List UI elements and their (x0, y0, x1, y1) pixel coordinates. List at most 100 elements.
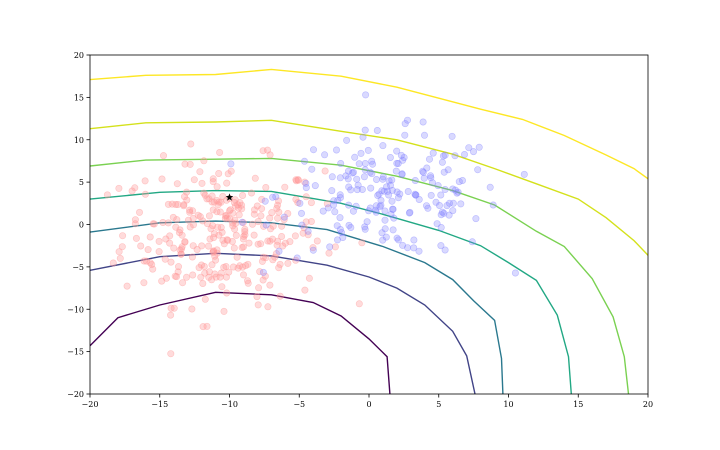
scatter-point (369, 160, 377, 168)
scatter-point (309, 146, 317, 154)
scatter-point (223, 179, 231, 187)
scatter-point (164, 200, 172, 208)
scatter-point (262, 184, 270, 192)
scatter-point (357, 149, 365, 157)
scatter-point (394, 236, 402, 244)
scatter-point (388, 176, 396, 184)
scatter-point (324, 204, 332, 212)
scatter-point (469, 148, 477, 156)
scatter-point (332, 146, 340, 154)
scatter-point (381, 216, 389, 224)
scatter-point (169, 213, 177, 221)
scatter-point (190, 176, 198, 184)
scatter-point (382, 183, 390, 191)
scatter-point (220, 263, 228, 271)
scatter-point (109, 259, 117, 267)
scatter-point (293, 254, 301, 262)
scatter-point (264, 303, 272, 311)
scatter-point (298, 221, 306, 229)
scatter-point (188, 253, 196, 261)
scatter-point (377, 201, 385, 209)
scatter-point (427, 174, 435, 182)
scatter-point (422, 202, 430, 210)
scatter-point (210, 230, 218, 238)
scatter-point (273, 204, 281, 212)
scatter-point (348, 169, 356, 177)
scatter-point (259, 276, 267, 284)
x-tick-label: 10 (503, 400, 513, 409)
scatter-point (392, 167, 400, 175)
scatter-point (489, 201, 497, 209)
scatter-point (158, 175, 166, 183)
scatter-point (162, 274, 170, 282)
scatter-point (339, 234, 347, 242)
scatter-point (345, 221, 353, 229)
scatter-point (301, 286, 309, 294)
scatter-point (144, 246, 152, 254)
y-tick-label: −5 (72, 263, 84, 272)
y-tick-label: 0 (79, 221, 84, 230)
scatter-point (410, 244, 418, 252)
contour-layer (90, 68, 648, 394)
scatter-point (368, 170, 376, 178)
scatter-point (520, 170, 528, 178)
scatter-point (257, 240, 265, 248)
scatter-point (385, 191, 393, 199)
scatter-point (159, 219, 167, 227)
scatter-point (425, 155, 433, 163)
scatter-point (389, 226, 397, 234)
scatter-point (230, 244, 238, 252)
scatter-point (351, 153, 359, 161)
scatter-point (173, 180, 181, 188)
scatter-point (180, 202, 188, 210)
scatter-point (244, 260, 252, 268)
scatter-point (123, 282, 131, 290)
scatter-point (366, 168, 374, 176)
scatter-point (437, 224, 445, 232)
scatter-point (178, 231, 186, 239)
scatter-point (199, 279, 207, 287)
scatter-point (232, 231, 240, 239)
scatter-point (116, 254, 124, 262)
scatter-point (175, 229, 183, 237)
scatter-point (385, 177, 393, 185)
scatter-point (373, 127, 381, 135)
scatter-point (226, 206, 234, 214)
scatter-point (261, 197, 269, 205)
scatter-point (444, 166, 452, 174)
y-tick-label: 20 (74, 51, 84, 60)
scatter-point (472, 215, 480, 223)
scatter-point (321, 167, 329, 175)
scatter-point (423, 164, 431, 172)
scatter-point (380, 187, 388, 195)
scatter-point (172, 201, 180, 209)
scatter-point (196, 168, 204, 176)
scatter-point (372, 208, 380, 216)
scatter-point (189, 271, 197, 279)
scatter-point (155, 237, 163, 245)
scatter-point (434, 182, 442, 190)
scatter-point (349, 207, 357, 215)
scatter-point (378, 229, 386, 237)
scatter-point (183, 273, 191, 281)
scatter-point (241, 231, 249, 239)
scatter-point (292, 256, 300, 264)
scatter-point (262, 221, 270, 229)
scatter-point (439, 152, 447, 160)
scatter-point (336, 191, 344, 199)
scatter-point (167, 350, 175, 358)
scatter-point (205, 273, 213, 281)
scatter-point (302, 184, 310, 192)
scatter-point (438, 208, 446, 216)
y-tick-label: −15 (67, 348, 84, 357)
scatter-point (213, 249, 221, 257)
star-marker (225, 193, 234, 201)
scatter-point (372, 206, 380, 214)
scatter-point (155, 248, 163, 256)
scatter-point (353, 186, 361, 194)
scatter-point (386, 154, 394, 162)
scatter-point (381, 207, 389, 215)
scatter-point (200, 262, 208, 270)
scatter-point (244, 277, 252, 285)
